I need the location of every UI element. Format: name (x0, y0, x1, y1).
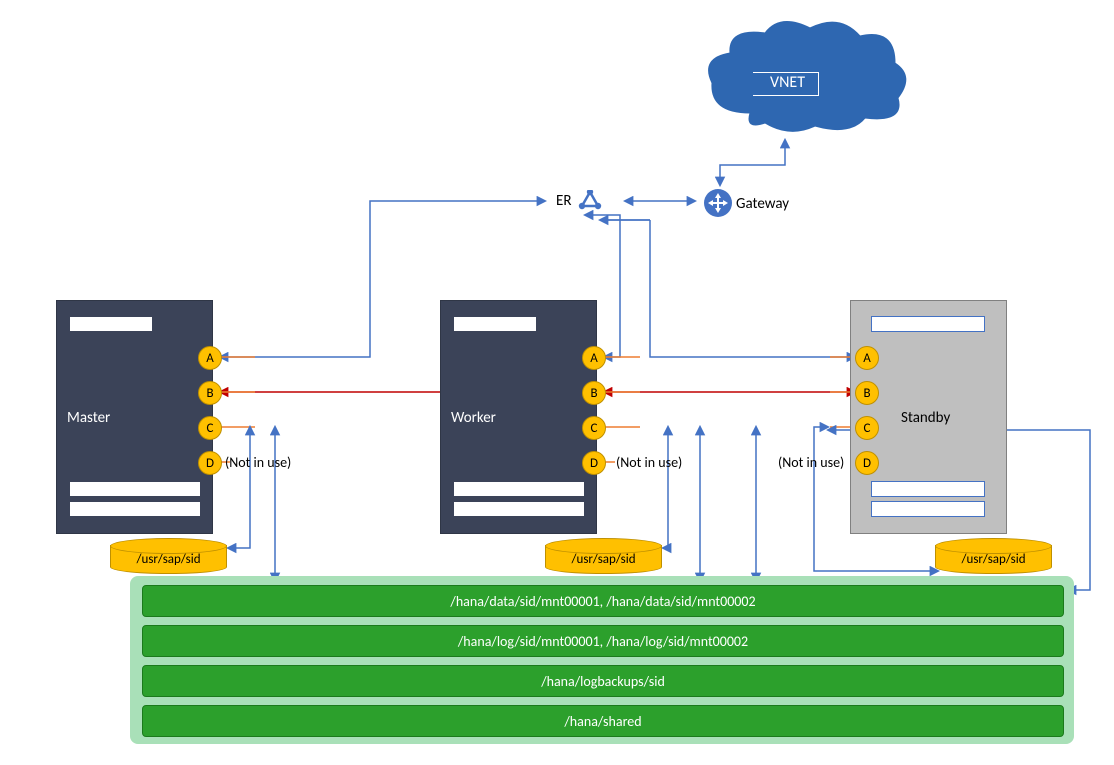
master-port-c: C (198, 416, 222, 440)
volume-label: /hana/logbackups/sid (541, 673, 665, 690)
vnet-label: VNET (770, 73, 805, 92)
port-label: D (206, 456, 214, 471)
worker-port-d: D (582, 451, 606, 475)
port-label: D (590, 456, 598, 471)
standby-port-a: A (855, 346, 879, 370)
master-not-in-use: (Not in use) (225, 454, 291, 471)
gateway-icon (702, 187, 734, 224)
server-master-label: Master (67, 409, 110, 427)
disk-worker: /usr/sap/sid (545, 545, 660, 580)
server-worker: Worker (440, 300, 597, 534)
port-label: B (206, 386, 213, 401)
er-label: ER (556, 192, 571, 210)
volume-label: /hana/shared (564, 713, 641, 730)
port-label: B (863, 386, 870, 401)
port-label: C (591, 421, 598, 436)
volume-shared: /hana/shared (142, 705, 1064, 737)
volume-data: /hana/data/sid/mnt00001, /hana/data/sid/… (142, 585, 1064, 617)
er-icon (578, 190, 602, 217)
worker-port-c: C (582, 416, 606, 440)
standby-port-d: D (855, 451, 879, 475)
server-standby-label: Standby (901, 409, 950, 427)
server-master: Master (56, 300, 213, 534)
volume-log: /hana/log/sid/mnt00001, /hana/log/sid/mn… (142, 625, 1064, 657)
gateway-label: Gateway (736, 195, 789, 213)
master-port-d: D (198, 451, 222, 475)
port-label: D (863, 456, 871, 471)
port-label: C (864, 421, 871, 436)
port-label: A (590, 351, 598, 366)
master-port-b: B (198, 381, 222, 405)
standby-not-in-use: (Not in use) (778, 454, 844, 471)
worker-port-b: B (582, 381, 606, 405)
master-port-a: A (198, 346, 222, 370)
worker-port-a: A (582, 346, 606, 370)
port-label: A (206, 351, 214, 366)
port-label: C (207, 421, 214, 436)
diagram-canvas: VNET ER Gateway Master A B C D (Not in u… (0, 0, 1114, 765)
server-worker-label: Worker (451, 409, 496, 427)
standby-port-b: B (855, 381, 879, 405)
volume-logbackups: /hana/logbackups/sid (142, 665, 1064, 697)
standby-port-c: C (855, 416, 879, 440)
port-label: B (590, 386, 597, 401)
disk-master: /usr/sap/sid (110, 545, 225, 580)
worker-not-in-use: (Not in use) (616, 454, 682, 471)
disk-standby: /usr/sap/sid (935, 545, 1050, 580)
port-label: A (863, 351, 871, 366)
volume-label: /hana/data/sid/mnt00001, /hana/data/sid/… (450, 593, 755, 610)
volume-label: /hana/log/sid/mnt00001, /hana/log/sid/mn… (458, 633, 748, 650)
